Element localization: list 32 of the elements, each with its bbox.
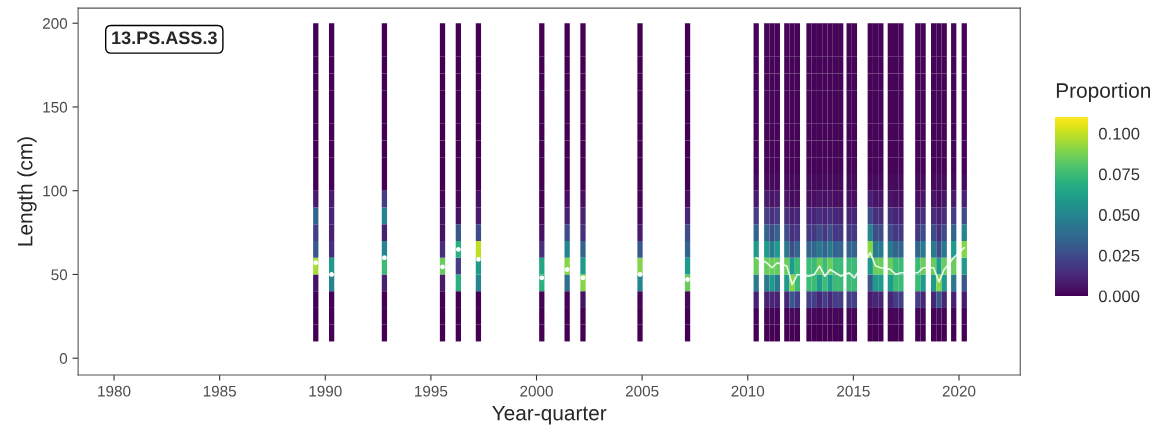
- x-tick-label: 1995: [415, 385, 448, 397]
- color-bar-label: 0.075: [1098, 168, 1140, 181]
- color-bar-label: 0.050: [1098, 209, 1140, 221]
- y-tick-label: 200: [42, 18, 68, 29]
- color-bar-title: Proportion: [1056, 82, 1150, 102]
- point: [685, 277, 690, 282]
- point: [313, 260, 319, 266]
- y-axis-title: Length (cm): [17, 137, 37, 246]
- x-tick-label: 2020: [942, 385, 976, 397]
- y-tick-label: 100: [43, 185, 68, 197]
- point: [382, 255, 387, 261]
- color-bar-label: 0.100: [1098, 127, 1140, 140]
- point: [539, 275, 545, 281]
- y-tick-label: 0: [59, 353, 68, 364]
- x-tick-label: 1990: [309, 385, 342, 397]
- point: [580, 275, 586, 281]
- y-tick-label: 50: [51, 269, 68, 281]
- color-bar-label: 0.025: [1098, 249, 1140, 262]
- point: [476, 256, 481, 262]
- annotation: 13.PS.ASS.3: [112, 31, 217, 45]
- x-tick-label: 2005: [625, 385, 659, 397]
- point: [455, 246, 461, 252]
- color-bar-label: 0.000: [1098, 290, 1140, 303]
- x-tick-label: 2000: [520, 385, 553, 397]
- x-tick-label: 1980: [98, 385, 131, 397]
- point: [329, 272, 335, 277]
- x-tick-label: 1985: [203, 385, 237, 397]
- x-tick-label: 2010: [731, 385, 765, 397]
- point: [564, 267, 570, 272]
- x-tick-label: 2015: [837, 385, 870, 397]
- y-tick-label: 150: [43, 101, 68, 113]
- x-axis-title: Year-quarter: [492, 405, 607, 425]
